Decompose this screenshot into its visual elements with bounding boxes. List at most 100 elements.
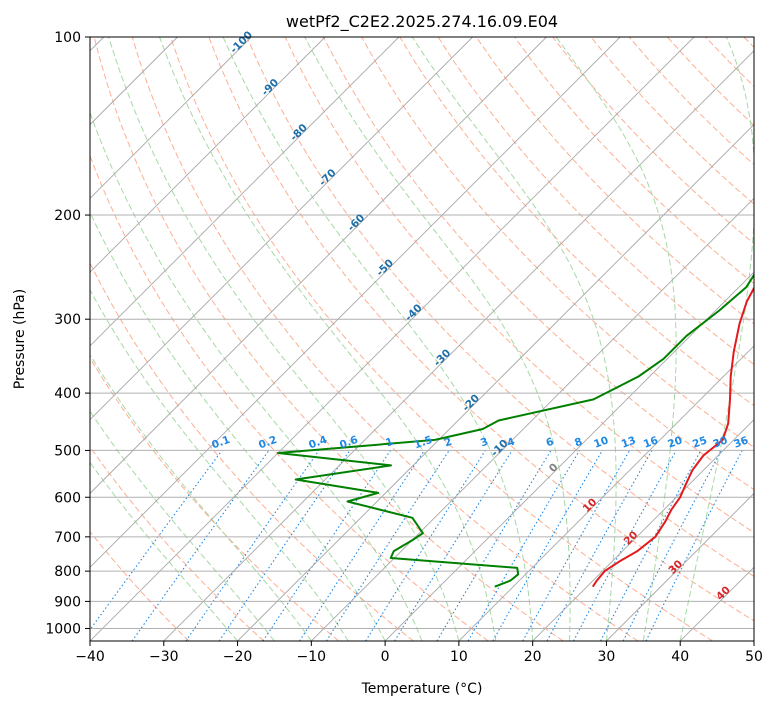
mixing-ratio-line bbox=[218, 450, 351, 641]
isotherm-line bbox=[237, 123, 754, 641]
dry-adiabat-line bbox=[246, 37, 754, 577]
x-tick-label: 20 bbox=[524, 649, 542, 665]
isotherm-line bbox=[90, 37, 252, 199]
isotherm-line bbox=[90, 37, 473, 421]
mixing-ratio-label: 1.5 bbox=[413, 434, 435, 452]
moist-adiabat-line bbox=[108, 37, 460, 641]
dry-adiabat-line bbox=[90, 530, 190, 641]
dry-adiabat-line bbox=[475, 37, 754, 325]
isotherm-line bbox=[384, 271, 754, 641]
mixing-ratio-line bbox=[90, 450, 223, 631]
x-tick-label: 30 bbox=[598, 649, 616, 665]
mixing-ratio-label: 4 bbox=[506, 436, 517, 450]
x-tick-label: 40 bbox=[671, 649, 689, 665]
mixing-ratio-label: 0.4 bbox=[307, 434, 329, 452]
mixing-ratio-label: 8 bbox=[573, 436, 584, 450]
moist-adiabat-line bbox=[555, 37, 677, 641]
mixing-ratio-label: 36 bbox=[732, 434, 750, 450]
moist-adiabat-line bbox=[90, 353, 312, 641]
y-tick-label: 600 bbox=[54, 490, 81, 506]
x-tick-label: −20 bbox=[223, 649, 253, 665]
dry-adiabat-line bbox=[208, 37, 754, 622]
y-tick-label: 500 bbox=[54, 443, 81, 459]
mixing-ratio-line bbox=[645, 450, 743, 641]
y-tick-label: 200 bbox=[54, 208, 81, 224]
isotherm-line bbox=[90, 37, 547, 495]
plot-frame bbox=[89, 36, 755, 642]
mixing-ratio-line bbox=[546, 450, 653, 641]
y-tick-label: 800 bbox=[54, 564, 81, 580]
mixing-ratio-label: 0.6 bbox=[338, 434, 360, 452]
moist-adiabat-line bbox=[90, 111, 423, 641]
mixing-ratio-label: 16 bbox=[642, 434, 660, 450]
x-tick-label: 0 bbox=[381, 649, 390, 665]
mixing-ratio-label: 10 bbox=[592, 434, 610, 450]
x-tick-label: 50 bbox=[745, 649, 763, 665]
x-axis: −40 −30 −20 −10 0 10 20 30 40 50 bbox=[75, 641, 763, 665]
isotherm-line bbox=[90, 37, 400, 347]
dry-adiabat-line bbox=[90, 357, 339, 641]
mixing-ratio-line bbox=[185, 450, 320, 641]
x-tick-label: −10 bbox=[297, 649, 327, 665]
chart-title: wetPf2_C2E2.2025.274.16.09.E04 bbox=[286, 12, 558, 32]
y-tick-label: 400 bbox=[54, 386, 81, 402]
mixing-ratio-label: 6 bbox=[544, 436, 555, 450]
isotherm-line bbox=[606, 492, 754, 641]
mixing-ratio-line bbox=[622, 450, 722, 641]
dewpoint-profile-line bbox=[277, 273, 754, 588]
y-tick-label: 300 bbox=[54, 312, 81, 328]
y-axis-label: Pressure (hPa) bbox=[12, 289, 28, 389]
mixing-ratio-label: 0.2 bbox=[257, 434, 279, 452]
mixing-ratio-label: 20 bbox=[666, 434, 684, 450]
dry-adiabat-line bbox=[90, 445, 265, 641]
dry-adiabat-line bbox=[170, 37, 713, 641]
isotherm-line bbox=[458, 345, 754, 641]
isotherm-line bbox=[90, 37, 695, 641]
mixing-ratio-label: 0.1 bbox=[210, 434, 232, 452]
plot-background bbox=[90, 37, 754, 641]
isotherm-line bbox=[90, 37, 326, 273]
dry-adiabat-line bbox=[131, 37, 639, 641]
mixing-ratio-label: 2 bbox=[443, 436, 454, 450]
mixing-ratio-label: 30 bbox=[711, 434, 729, 450]
x-tick-label: −30 bbox=[149, 649, 179, 665]
isotherm-line bbox=[90, 37, 621, 568]
temperature-profile-line bbox=[591, 285, 754, 588]
moist-adiabat-line bbox=[90, 288, 349, 641]
moist-adiabat-line bbox=[90, 210, 386, 641]
mixing-ratio-label: 25 bbox=[691, 434, 709, 450]
data-lines bbox=[277, 273, 754, 588]
moist-adiabat-line bbox=[304, 37, 571, 641]
moist-adiabat-line bbox=[159, 37, 497, 641]
dry-adiabat-line bbox=[93, 37, 564, 641]
mixing-ratio-label: 13 bbox=[620, 434, 638, 450]
isotherm-line bbox=[532, 419, 754, 641]
mixing-ratio-line bbox=[573, 450, 677, 641]
isotherm-line bbox=[163, 50, 754, 641]
x-tick-label: 10 bbox=[450, 649, 468, 665]
x-axis-label: Temperature (°C) bbox=[361, 681, 483, 697]
mixing-ratio-line bbox=[522, 450, 631, 641]
moist-adiabat-line bbox=[90, 410, 275, 641]
moist-adiabat-line bbox=[90, 461, 238, 641]
mixing-ratio-line bbox=[299, 450, 425, 641]
moist-adiabat-line bbox=[411, 37, 617, 641]
dry-adiabat-line bbox=[399, 37, 754, 407]
mixing-ratio-line bbox=[394, 450, 513, 641]
x-tick-label: −40 bbox=[75, 649, 105, 665]
y-axis: 100 200 300 400 500 600 700 800 900 1000 bbox=[45, 30, 90, 637]
y-tick-label: 900 bbox=[54, 594, 81, 610]
moist-adiabat-line bbox=[679, 37, 754, 641]
isotherm-line bbox=[753, 640, 754, 641]
dry-adiabat-line bbox=[90, 154, 489, 641]
y-tick-label: 700 bbox=[54, 530, 81, 546]
dry-adiabat-line bbox=[361, 37, 754, 448]
mixing-ratio-label: 1 bbox=[384, 436, 395, 450]
mixing-ratio-line bbox=[325, 450, 450, 641]
mixing-ratio-line bbox=[262, 450, 392, 641]
y-tick-label: 100 bbox=[54, 30, 81, 46]
mixing-ratio-label: 3 bbox=[479, 436, 490, 450]
moist-adiabat-line bbox=[222, 37, 534, 641]
y-tick-label: 1000 bbox=[45, 621, 81, 637]
